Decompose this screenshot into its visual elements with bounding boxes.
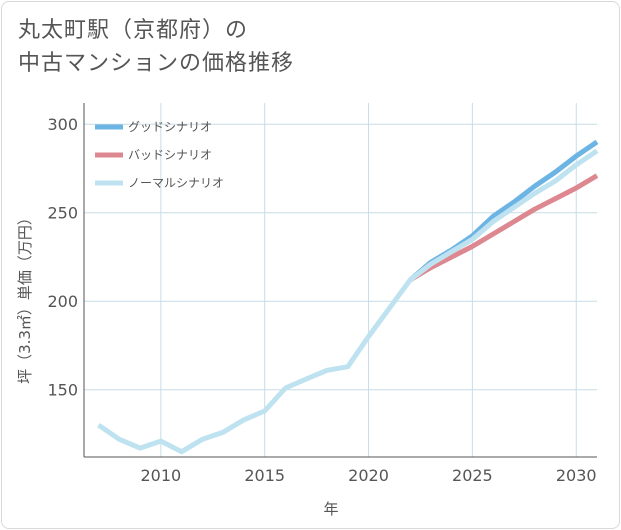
axes bbox=[83, 103, 597, 458]
legend-label-bad: バッドシナリオ bbox=[128, 148, 212, 162]
x-axis-label: 年 bbox=[323, 500, 338, 518]
y-tick-label: 300 bbox=[47, 115, 78, 134]
tick-labels: 150 200 250 300 2010 2015 2020 2025 2030 bbox=[47, 115, 596, 485]
chart-title-line-2: 中古マンションの価格推移 bbox=[18, 51, 295, 76]
x-tick-label: 2020 bbox=[348, 466, 389, 485]
x-tick-label: 2030 bbox=[556, 466, 597, 485]
chart-title: 丸太町駅（京都府）の 中古マンションの価格推移 bbox=[18, 14, 294, 80]
plot-area bbox=[84, 103, 597, 457]
legend-label-normal: ノーマルシナリオ bbox=[128, 176, 224, 190]
x-tick-label: 2015 bbox=[244, 466, 285, 485]
chart-title-line-1: 丸太町駅（京都府）の bbox=[18, 18, 249, 43]
x-tick-label: 2010 bbox=[140, 466, 181, 485]
y-tick-label: 200 bbox=[47, 292, 78, 311]
series-line-bad bbox=[408, 173, 599, 283]
y-tick-label: 250 bbox=[47, 204, 78, 223]
x-tick-label: 2025 bbox=[452, 466, 493, 485]
y-axis-label: 坪（3.3㎡）単価（万円） bbox=[16, 210, 34, 384]
legend-label-good: グッドシナリオ bbox=[128, 120, 212, 134]
y-tick-label: 150 bbox=[47, 381, 78, 400]
series-lines bbox=[97, 139, 599, 455]
series-line-normal bbox=[97, 148, 599, 455]
